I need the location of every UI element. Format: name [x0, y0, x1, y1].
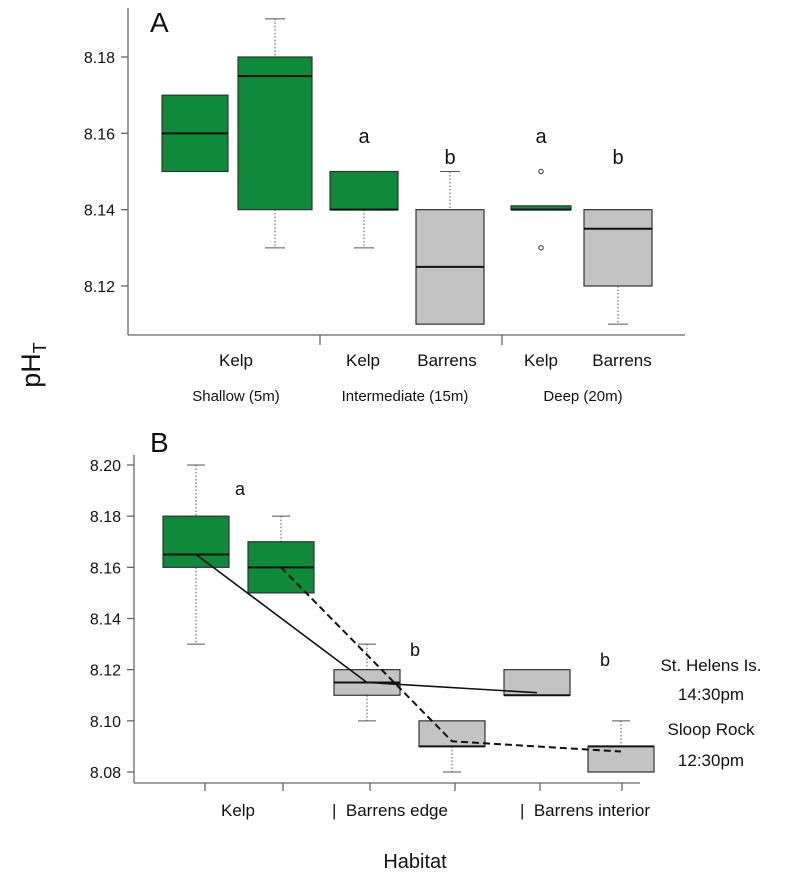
panel-b-x-axis-label: Habitat — [383, 851, 447, 873]
y-tick-label: 8.20 — [90, 458, 121, 475]
y-tick-label: 8.12 — [84, 279, 115, 296]
category-label: Barrens — [417, 351, 477, 370]
category-label: Kelp — [219, 351, 253, 370]
panel-a-label: A — [150, 7, 169, 38]
y-axis-label: pHT — [16, 342, 50, 388]
significance-letter: a — [535, 126, 547, 148]
category-label: Kelp — [346, 351, 380, 370]
series-time-label: 14:30pm — [678, 685, 744, 704]
category-label: | Barrens interior — [520, 801, 650, 820]
panel-b: B 8.08 8.10 8.12 8.14 8.16 8.18 8.20 a b b Kelp |… — [90, 427, 762, 873]
category-label: Kelp — [221, 801, 255, 820]
significance-letter: b — [612, 147, 623, 169]
series-line-sloop-rock — [280, 566, 622, 753]
panel-b-label: B — [150, 427, 169, 458]
depth-group-label: Shallow (5m) — [192, 388, 280, 405]
series-time-label: 12:30pm — [678, 751, 744, 770]
y-tick-label: 8.14 — [84, 203, 115, 220]
barrens-box — [583, 209, 653, 287]
kelp-box — [237, 56, 313, 211]
y-tick-label: 8.16 — [84, 126, 115, 143]
y-tick-label: 8.16 — [90, 560, 121, 577]
kelp-box — [162, 515, 230, 568]
y-tick-label: 8.10 — [90, 714, 121, 731]
y-tick-label: 8.18 — [84, 50, 115, 67]
outlier-point — [538, 245, 544, 251]
series-name-label: St. Helens Is. — [660, 656, 761, 675]
outlier-point — [538, 168, 544, 175]
significance-letter: a — [358, 126, 370, 148]
y-tick-label: 8.18 — [90, 509, 121, 526]
significance-letter: b — [410, 640, 420, 660]
category-label: Barrens — [592, 351, 652, 370]
y-tick-label: 8.08 — [90, 765, 121, 782]
y-tick-label: 8.14 — [90, 612, 121, 629]
category-label: | Barrens edge — [332, 801, 448, 820]
category-label: Kelp — [524, 351, 558, 370]
significance-letter: a — [235, 479, 246, 499]
kelp-box — [329, 170, 399, 211]
depth-group-label: Intermediate (15m) — [342, 388, 469, 405]
depth-group-label: Deep (20m) — [543, 388, 622, 405]
y-tick-label: 8.12 — [90, 663, 121, 680]
significance-letter: b — [600, 650, 610, 670]
significance-letter: b — [444, 147, 455, 169]
panel-a: A 8.12 8.14 8.16 8.18 a b a b Kelp Kelp Barrens K… — [84, 7, 685, 405]
series-name-label: Sloop Rock — [668, 720, 755, 739]
series-line-st-helens — [195, 553, 538, 694]
